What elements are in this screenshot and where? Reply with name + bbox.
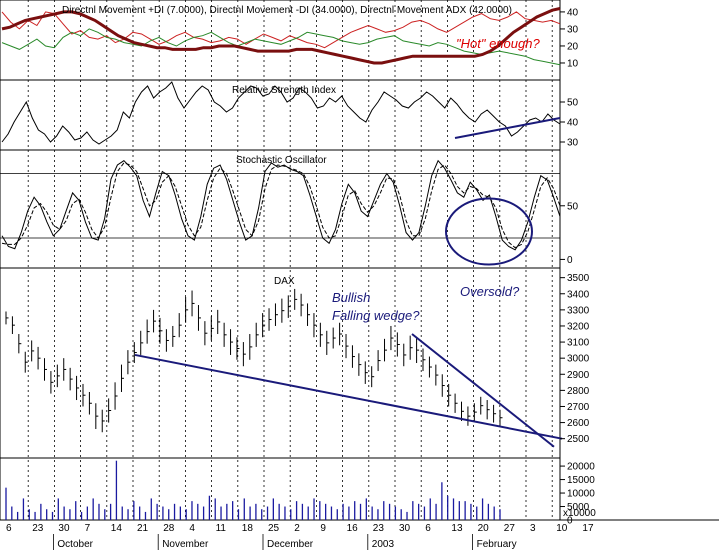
date-tick-label: 28 xyxy=(163,523,175,534)
date-tick-label: 3 xyxy=(530,523,536,534)
x-axis-month-labels: October November December 2003 February xyxy=(53,534,517,550)
date-tick-label: 23 xyxy=(373,523,385,534)
date-tick-label: 16 xyxy=(347,523,359,534)
date-tick-label: 4 xyxy=(189,523,195,534)
panel-frames xyxy=(0,0,719,521)
oversold-ellipse xyxy=(445,197,533,266)
y-tick-label: 10000 xyxy=(567,489,595,500)
month-label: February xyxy=(477,539,517,550)
vertical-grid xyxy=(27,0,553,520)
date-tick-label: 27 xyxy=(504,523,516,534)
rsi-line xyxy=(1,81,561,145)
adx-line xyxy=(1,7,561,65)
date-tick-label: 13 xyxy=(451,523,463,534)
horizontal-guides xyxy=(0,173,560,239)
stochastic-k-line xyxy=(1,159,561,251)
y-tick-label: 0 xyxy=(567,255,573,266)
date-tick-label: 23 xyxy=(32,523,44,534)
rsi-trendline xyxy=(454,117,561,139)
date-tick-label: 9 xyxy=(320,523,326,534)
date-tick-label: 6 xyxy=(6,523,12,534)
annotation-hot-enough: "Hot" enough? xyxy=(456,36,540,51)
date-tick-label: 21 xyxy=(137,523,149,534)
date-tick-label: 20 xyxy=(478,523,490,534)
date-tick-label: 30 xyxy=(399,523,411,534)
date-tick-label: 2 xyxy=(294,523,300,534)
y-tick-label: 2800 xyxy=(567,386,590,397)
stochastic-d-line xyxy=(1,162,561,249)
month-label: November xyxy=(162,539,209,550)
annotation-falling-wedge: Falling wedge? xyxy=(332,308,420,323)
date-tick-label: 14 xyxy=(111,523,123,534)
y-tick-label: 20 xyxy=(567,41,579,52)
date-tick-label: 7 xyxy=(85,523,91,534)
wedge-lower-trendline xyxy=(134,353,563,440)
rsi-panel-title: Relative Strength Index xyxy=(232,85,336,96)
annotation-oversold: Oversold? xyxy=(460,284,520,299)
y-tick-label: 2700 xyxy=(567,402,590,413)
plus-di-line xyxy=(1,11,561,49)
minus-di-line xyxy=(1,28,561,66)
y-tick-label: 10 xyxy=(567,58,579,69)
y-tick-label: 30 xyxy=(567,24,579,35)
y-tick-label: 3100 xyxy=(567,338,590,349)
annotation-bullish: Bullish xyxy=(332,290,370,305)
y-tick-label: 40 xyxy=(567,7,579,18)
y-tick-label: 2600 xyxy=(567,418,590,429)
y-tick-label: 3300 xyxy=(567,305,590,316)
date-tick-label: 25 xyxy=(268,523,280,534)
month-label: 2003 xyxy=(372,539,395,550)
x-axis-date-labels: 6 23 30 7 14 21 28 4 11 18 25 2 9 16 23 30 6 13 20 27 3 10 17 xyxy=(6,523,594,534)
panel-frame xyxy=(0,149,561,269)
y-tick-label: 2900 xyxy=(567,370,590,381)
date-tick-label: 30 xyxy=(58,523,70,534)
date-tick-label: 18 xyxy=(242,523,254,534)
y-tick-label: 0 xyxy=(567,516,573,527)
month-label: October xyxy=(57,539,93,550)
y-tick-label: 15000 xyxy=(567,475,595,486)
series-layer xyxy=(1,7,561,520)
y-tick-label: 20000 xyxy=(567,462,595,473)
date-tick-label: 6 xyxy=(425,523,431,534)
date-tick-label: 11 xyxy=(216,523,227,534)
y-tick-label: 2500 xyxy=(567,434,590,445)
y-tick-label: 3000 xyxy=(567,354,590,365)
y-tick-label: 50 xyxy=(567,201,579,212)
overlay-layer xyxy=(134,117,563,448)
y-tick-label: 50 xyxy=(567,98,579,109)
y-tick-label: 3500 xyxy=(567,273,590,284)
y-tick-label: 3200 xyxy=(567,321,590,332)
y-axis-ticks: 10 20 30 40 30 40 50 0 50 2500 2600 2700 2800 2900 300… xyxy=(560,7,595,527)
y-tick-label: 30 xyxy=(567,138,579,149)
dmi-panel-title: Directnl Movement +DI (7.0000), Directnl… xyxy=(62,5,512,16)
month-label: December xyxy=(267,539,314,550)
date-tick-label: 17 xyxy=(582,523,594,534)
dax-panel-title: DAX xyxy=(274,276,295,287)
volume-multiplier-label: x10000 xyxy=(563,508,596,519)
date-tick-label: 10 xyxy=(556,523,568,534)
y-tick-label: 3400 xyxy=(567,289,590,300)
y-tick-label: 5000 xyxy=(567,502,590,513)
stochastic-panel-title: Stochastic Oscillator xyxy=(236,155,327,166)
wedge-upper-trendline xyxy=(411,333,555,448)
panel-frame xyxy=(0,457,561,521)
y-tick-label: 40 xyxy=(567,118,579,129)
